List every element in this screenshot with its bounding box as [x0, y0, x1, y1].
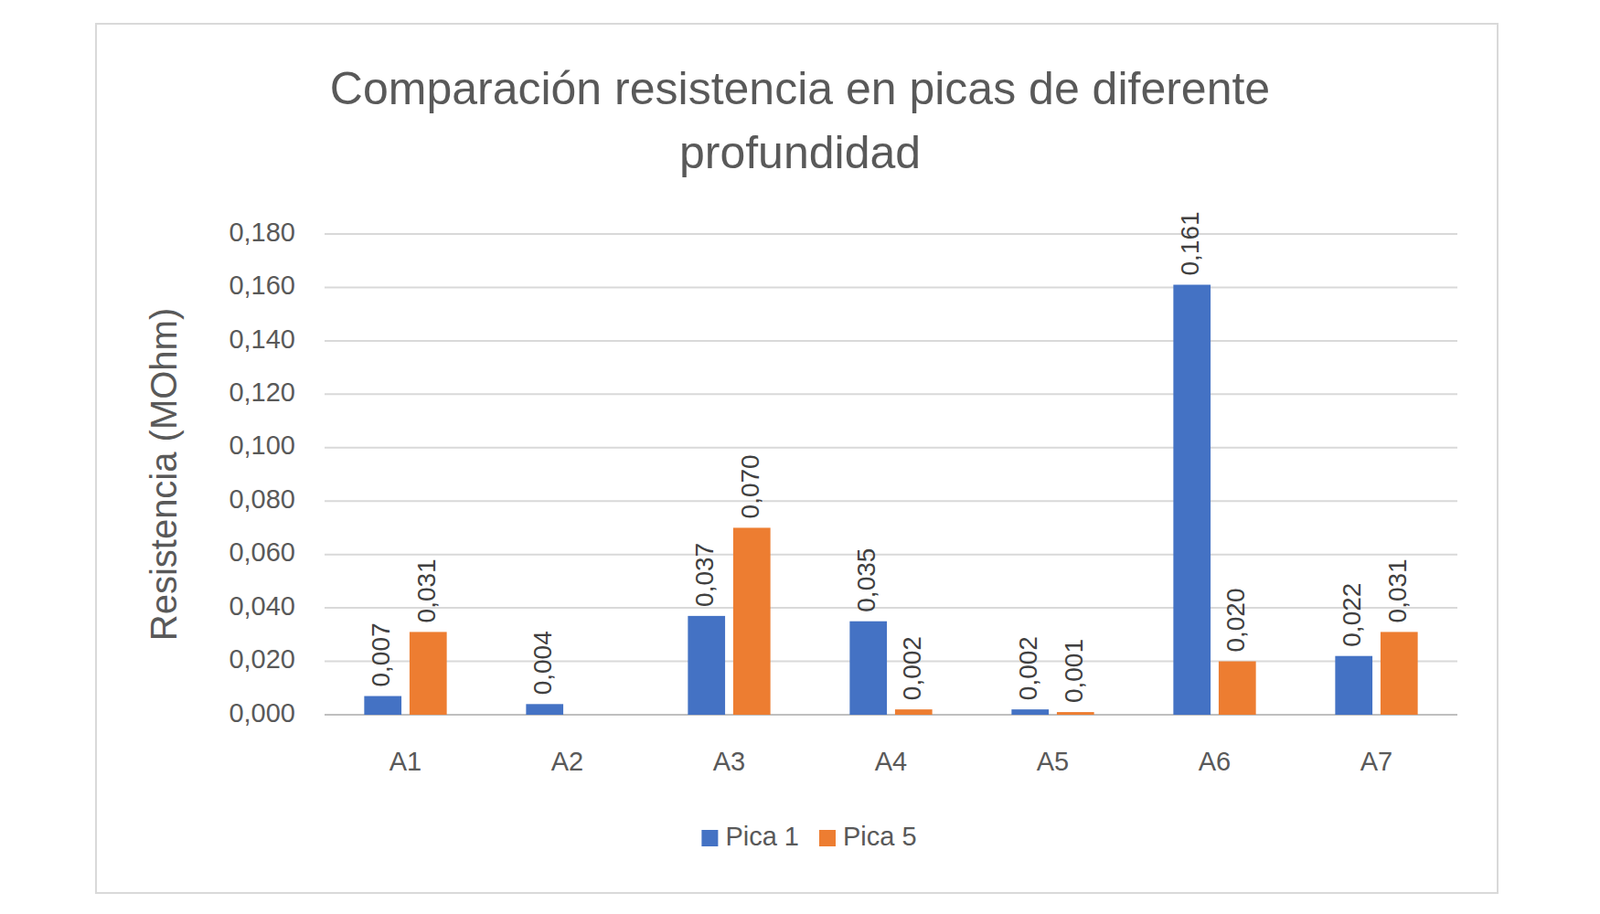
legend-swatch [701, 830, 718, 847]
bars [363, 285, 1418, 715]
grid-line [324, 607, 1458, 609]
grid-line [324, 286, 1458, 288]
data-label: 0,002 [897, 636, 927, 701]
y-tick-label: 0,180 [228, 217, 296, 247]
y-tick-label: 0,100 [228, 430, 296, 460]
bar [1218, 661, 1257, 715]
bar [849, 621, 887, 715]
y-tick-label: 0,040 [228, 591, 296, 621]
data-label: 0,022 [1337, 583, 1366, 648]
data-label: 0,070 [736, 454, 765, 519]
x-tick-label: A5 [1036, 746, 1069, 777]
grid-line [324, 340, 1458, 342]
grid-line [324, 233, 1458, 235]
grid-line [324, 500, 1458, 502]
data-labels: 0,007 0,031 0,004 0,037 0,070 0,035 0,002 0,002… [366, 211, 1412, 704]
grid-line [324, 447, 1458, 449]
data-label: 0,001 [1059, 639, 1088, 704]
bar [733, 527, 771, 715]
bar [1380, 631, 1419, 715]
bar [1334, 656, 1373, 715]
y-tick-label: 0,060 [228, 537, 296, 567]
y-tick-label: 0,140 [228, 324, 296, 354]
bar [1056, 712, 1095, 715]
y-tick-label: 0,120 [228, 377, 296, 407]
data-label: 0,037 [690, 543, 719, 608]
x-tick-label: A6 [1198, 746, 1231, 777]
bar [687, 616, 726, 715]
data-label: 0,002 [1013, 636, 1043, 701]
y-tick-label: 0,160 [228, 270, 296, 300]
x-tick-label: A4 [874, 746, 907, 777]
chart-svg: 0,000 0,020 0,040 0,060 0,080 0,100 0,120 0,140… [0, 0, 1600, 914]
grid [324, 234, 1458, 715]
legend-label: Pica 5 [842, 821, 918, 852]
y-tick-label: 0,080 [228, 484, 296, 514]
bar [409, 631, 448, 715]
x-tick-label: A2 [551, 746, 584, 777]
bar [525, 704, 564, 715]
chart-title: Comparación resistencia en picas de dife… [274, 56, 1326, 185]
data-label: 0,035 [852, 548, 881, 613]
grid-line [324, 714, 1458, 716]
x-tick-label: A7 [1360, 746, 1393, 777]
grid-line [324, 393, 1458, 395]
x-tick-label: A1 [389, 746, 422, 777]
y-tick-label: 0,000 [228, 698, 296, 728]
bar [363, 696, 402, 715]
data-label: 0,004 [528, 630, 557, 695]
bar [1173, 285, 1211, 715]
data-label: 0,007 [366, 622, 395, 687]
grid-line [324, 661, 1458, 663]
y-axis-title: Resistencia (MOhm) [143, 308, 184, 642]
legend: Pica 1 Pica 5 [701, 821, 917, 852]
data-label: 0,031 [412, 558, 441, 623]
data-label: 0,031 [1383, 558, 1412, 623]
grid-line [324, 554, 1458, 556]
bar [1011, 709, 1049, 715]
x-tick-label: A3 [713, 746, 746, 777]
data-label: 0,020 [1221, 587, 1250, 652]
y-tick-label: 0,020 [228, 644, 296, 674]
legend-label: Pica 1 [725, 821, 800, 852]
legend-swatch [819, 830, 836, 847]
data-label: 0,161 [1175, 211, 1205, 276]
bar [895, 709, 933, 715]
